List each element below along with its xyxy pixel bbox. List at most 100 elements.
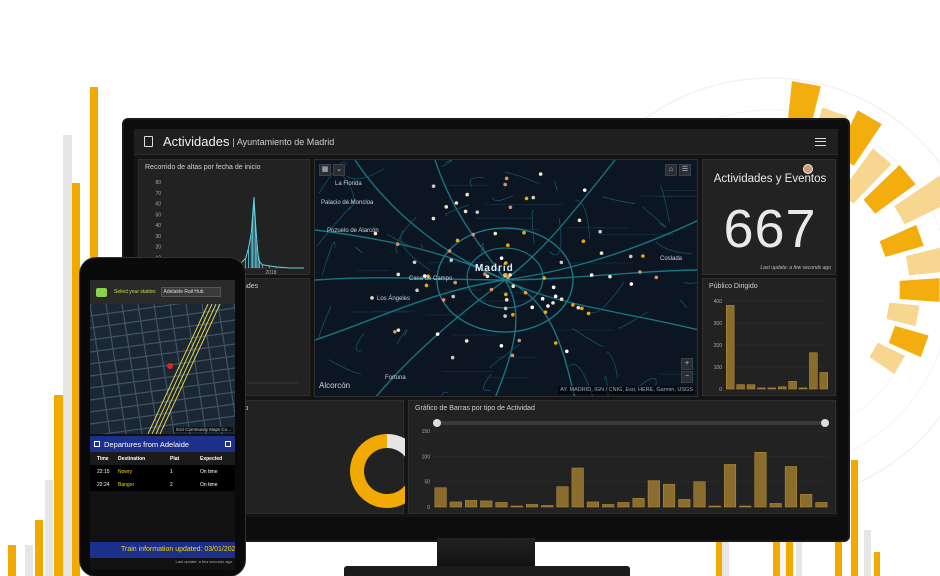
secondary-panel-axis — [247, 382, 299, 384]
map-street — [660, 184, 670, 223]
user-avatar[interactable] — [803, 164, 813, 174]
phone-map-street — [169, 304, 191, 434]
map-street — [504, 172, 540, 185]
radial-segment — [869, 342, 905, 374]
map-street — [395, 216, 417, 254]
phone-map-street — [90, 403, 235, 425]
y-tick-label: 40 — [155, 223, 161, 229]
table-row[interactable]: 22:15 Nowry 1 On time — [90, 465, 235, 478]
bar — [632, 498, 645, 508]
bar — [480, 500, 493, 508]
y-tick-label: 400 — [714, 299, 723, 305]
map-ring-road — [436, 227, 574, 333]
activity-point — [499, 344, 504, 348]
activity-point — [511, 284, 515, 289]
left-bar — [45, 480, 53, 576]
y-tick-label: 50 — [424, 480, 430, 486]
map-road-minor — [441, 184, 490, 186]
left-bar — [54, 395, 63, 576]
dashboard-title: Actividades — [163, 134, 230, 149]
activity-point — [510, 353, 515, 358]
activity-point — [485, 274, 490, 279]
activity-point — [586, 311, 591, 316]
phone-map-canvas[interactable] — [90, 304, 235, 434]
row-destination: Nowry — [118, 468, 133, 475]
map-street — [355, 333, 365, 352]
activity-point — [444, 205, 449, 209]
departures-header: Departures from Adelaide — [90, 436, 235, 452]
y-tick-label: 100 — [422, 454, 431, 460]
phone-map-street — [217, 304, 235, 419]
bar — [647, 480, 660, 508]
madrid-activities-map[interactable]: ▦ ⌄ ⌂ ☰ + − La Florida Palacio de Monclo… — [314, 159, 698, 397]
activity-point — [504, 298, 509, 302]
map-road-minor — [357, 270, 390, 272]
map-road-minor — [570, 262, 633, 264]
y-tick-label: 20 — [155, 245, 161, 251]
row-time: 22:15 — [97, 468, 110, 475]
bar — [495, 502, 508, 508]
map-street — [606, 351, 618, 378]
map-road-minor — [426, 314, 465, 316]
zoom-out-button[interactable]: − — [681, 371, 693, 383]
map-label-casa-de-campo: Casa de Campo — [409, 276, 453, 282]
y-tick-label: 300 — [714, 321, 723, 327]
city-logo-icon — [144, 136, 153, 147]
bar — [708, 505, 721, 508]
radial-segment — [863, 164, 916, 214]
bar — [809, 352, 818, 390]
table-row[interactable]: 22:24 Bangor 2 On time — [90, 478, 235, 491]
map-street — [441, 160, 452, 167]
home-icon[interactable]: ⌂ — [665, 164, 677, 176]
station-select[interactable]: Adelaide Rail Hub — [160, 287, 221, 297]
activity-point — [542, 276, 547, 280]
map-street — [549, 217, 562, 256]
map-label-fortuna: Fortuna — [385, 375, 406, 381]
bar — [434, 487, 447, 508]
list-icon[interactable]: ☰ — [679, 164, 691, 176]
phone-map-street — [121, 304, 143, 434]
basemap-gallery-icon[interactable]: ▦ — [319, 164, 331, 176]
map-label-coslada: Coslada — [660, 256, 683, 262]
y-tick-label: 30 — [155, 234, 161, 240]
phone-map[interactable]: Esri Community Maps Co... — [90, 304, 235, 434]
activity-point — [450, 355, 455, 360]
activity-point — [580, 306, 584, 311]
radial-segment — [888, 325, 929, 358]
activity-point — [489, 287, 494, 292]
map-street — [642, 206, 667, 228]
mobile-phone: Select your station: Adelaide Rail Hub E… — [80, 258, 245, 576]
tipo-actividad-panel: Gráfico de Barras por tipo de Actividad … — [408, 400, 836, 514]
hamburger-menu-icon[interactable] — [815, 138, 826, 146]
map-road-minor — [469, 300, 538, 302]
activity-point — [599, 251, 604, 255]
map-road-minor — [451, 334, 500, 336]
map-street — [400, 230, 431, 271]
activity-point — [629, 282, 634, 286]
bar — [736, 384, 745, 390]
expand-icon[interactable] — [225, 441, 231, 447]
activity-point — [576, 305, 581, 310]
map-street — [321, 241, 336, 276]
radial-segment — [879, 224, 924, 257]
map-street — [347, 197, 356, 204]
y-tick-label: 200 — [714, 343, 723, 349]
map-street — [574, 199, 591, 239]
map-road-minor — [475, 217, 534, 219]
bar — [767, 387, 777, 390]
monitor-stand-foot — [344, 566, 630, 576]
zoom-in-button[interactable]: + — [681, 358, 693, 370]
phone-map-rail-line — [159, 304, 221, 434]
right-bar — [864, 530, 871, 576]
map-road-minor — [658, 373, 697, 375]
phone-map-street — [90, 307, 235, 329]
bar — [723, 464, 737, 508]
radial-segment — [894, 175, 940, 225]
map-street — [492, 195, 514, 201]
map-canvas[interactable] — [315, 160, 698, 397]
map-street — [554, 180, 558, 191]
activity-point — [504, 176, 509, 181]
map-street — [618, 311, 649, 329]
map-road-minor — [427, 262, 497, 264]
chevron-down-icon[interactable]: ⌄ — [333, 164, 345, 176]
